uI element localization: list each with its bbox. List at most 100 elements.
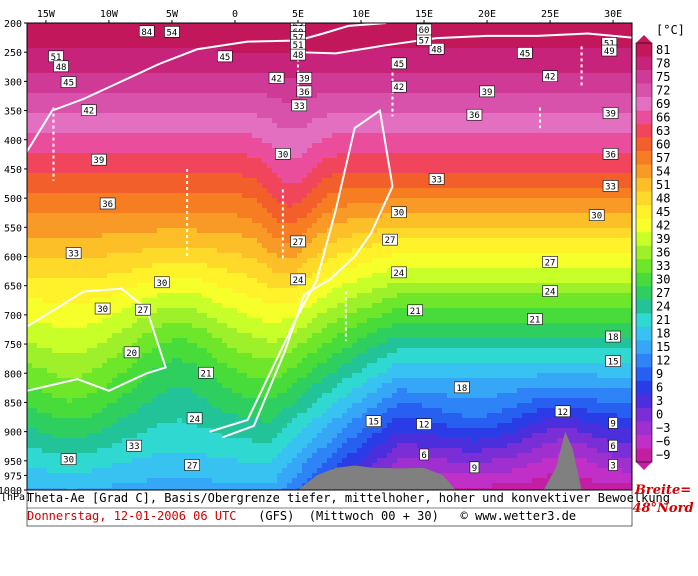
field-cell (152, 458, 158, 464)
field-cell (277, 413, 283, 419)
field-cell (202, 118, 208, 124)
field-cell (127, 133, 133, 139)
field-cell (72, 478, 78, 484)
field-cell (212, 203, 218, 209)
field-cell (287, 243, 293, 249)
field-cell (272, 228, 278, 234)
field-cell (272, 143, 278, 149)
field-cell (217, 333, 223, 339)
field-cell (182, 178, 188, 184)
field-cell (197, 173, 203, 179)
field-cell (247, 468, 253, 474)
field-cell (72, 208, 78, 214)
field-cell (42, 88, 48, 94)
field-cell (277, 103, 283, 109)
field-cell (87, 73, 93, 79)
field-cell (122, 113, 128, 119)
field-cell (102, 78, 108, 84)
field-cell (47, 203, 53, 209)
field-cell (87, 233, 93, 239)
field-cell (137, 353, 143, 359)
field-cell (152, 173, 158, 179)
field-cell (107, 158, 113, 164)
field-cell (222, 113, 228, 119)
field-cell (207, 283, 213, 289)
field-cell (197, 243, 203, 249)
field-cell (257, 478, 263, 484)
field-cell (37, 323, 43, 329)
field-cell (242, 313, 248, 319)
field-cell (97, 223, 103, 229)
field-cell (102, 453, 108, 459)
field-cell (122, 408, 128, 414)
field-cell (112, 413, 118, 419)
field-cell (112, 123, 118, 129)
field-cell (262, 258, 268, 264)
field-cell (32, 148, 38, 154)
field-cell (112, 233, 118, 239)
field-cell (222, 328, 228, 334)
field-cell (132, 313, 138, 319)
field-cell (187, 218, 193, 224)
field-cell (222, 93, 228, 99)
field-cell (77, 358, 83, 364)
field-cell (32, 428, 38, 434)
field-cell (152, 193, 158, 199)
field-cell (57, 313, 63, 319)
field-cell (282, 483, 288, 489)
field-cell (102, 38, 108, 44)
field-cell (277, 248, 283, 254)
field-cell (107, 343, 113, 349)
field-cell (112, 213, 118, 219)
field-cell (277, 128, 283, 134)
field-cell (277, 173, 283, 179)
field-cell (87, 118, 93, 124)
field-cell (132, 288, 138, 294)
field-cell (152, 248, 158, 254)
field-cell (97, 483, 103, 489)
field-cell (167, 468, 173, 474)
field-cell (117, 408, 123, 414)
field-cell (107, 248, 113, 254)
field-cell (287, 258, 293, 264)
field-cell (162, 243, 168, 249)
field-cell (262, 313, 268, 319)
field-cell (187, 293, 193, 299)
field-cell (182, 68, 188, 74)
field-cell (237, 373, 243, 379)
field-cell (287, 348, 293, 354)
field-cell (252, 318, 258, 324)
field-cell (227, 68, 233, 74)
field-cell (187, 178, 193, 184)
field-cell (202, 488, 208, 490)
field-cell (32, 23, 38, 29)
field-cell (162, 118, 168, 124)
field-cell (202, 123, 208, 129)
field-cell (257, 343, 263, 349)
field-cell (122, 148, 128, 154)
field-cell (262, 173, 268, 179)
field-cell (142, 148, 148, 154)
field-cell (137, 453, 143, 459)
field-cell (277, 308, 283, 314)
field-cell (197, 408, 203, 414)
field-cell (67, 318, 73, 324)
field-cell (202, 398, 208, 404)
field-cell (147, 173, 153, 179)
field-cell (142, 228, 148, 234)
field-cell (282, 108, 288, 114)
field-cell (102, 43, 108, 49)
field-cell (207, 388, 213, 394)
field-cell (122, 153, 128, 159)
field-cell (57, 478, 63, 484)
field-cell (52, 258, 58, 264)
field-cell (162, 173, 168, 179)
field-cell (172, 398, 178, 404)
field-cell (247, 243, 253, 249)
field-cell (127, 128, 133, 134)
field-cell (82, 313, 88, 319)
field-cell (157, 358, 163, 364)
field-cell (142, 243, 148, 249)
field-cell (77, 113, 83, 119)
field-cell (177, 103, 183, 109)
